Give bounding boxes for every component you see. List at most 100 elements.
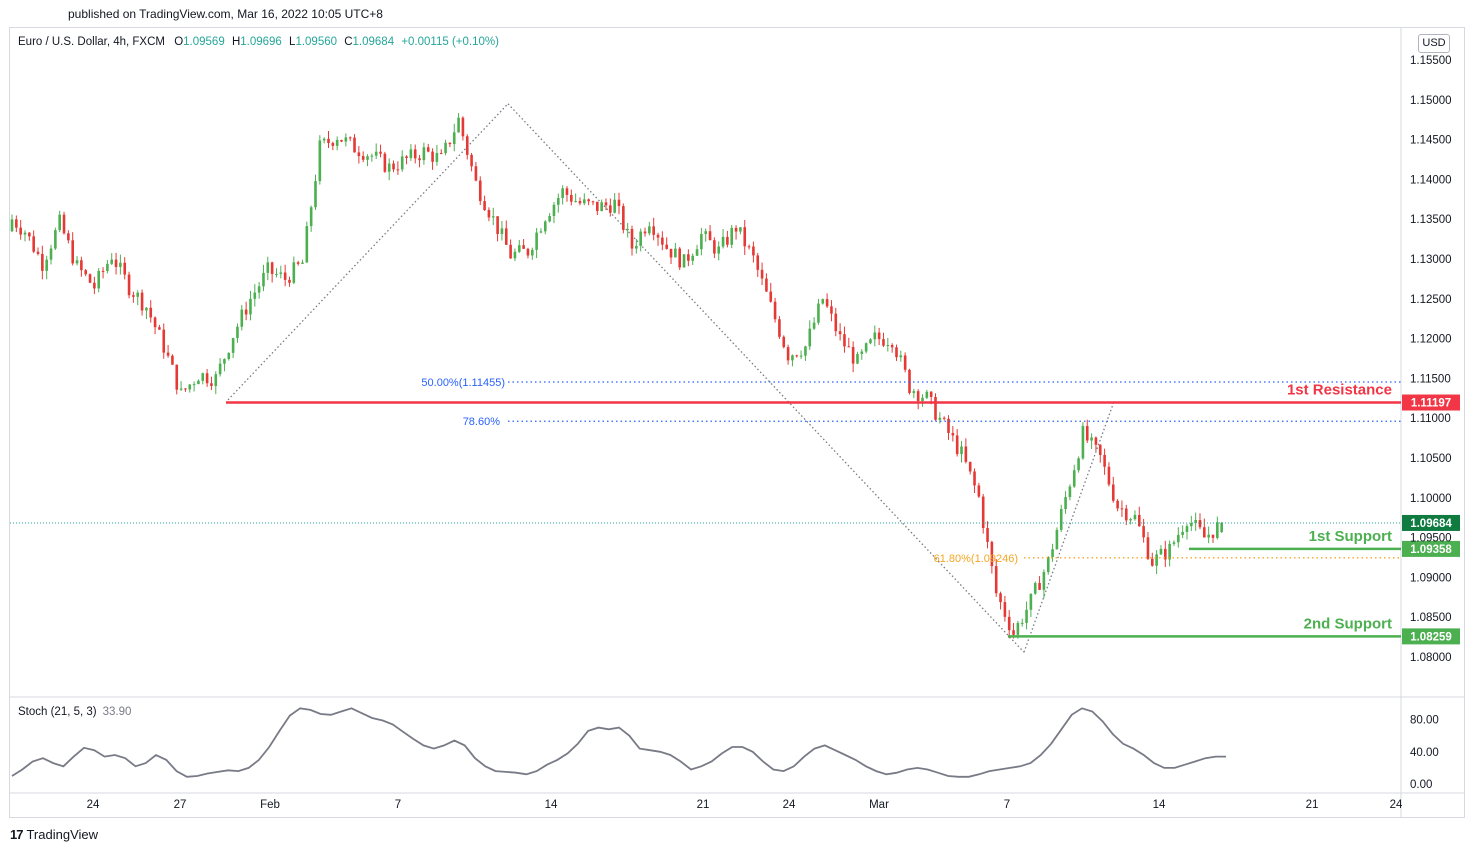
candle-body [1038, 583, 1041, 590]
candle-body [1185, 526, 1189, 532]
candle-body [327, 138, 330, 144]
candle-body [942, 417, 946, 419]
candle-body [782, 336, 786, 348]
candle-body [574, 200, 577, 202]
candle-body [838, 331, 842, 335]
time-tick-label: 27 [174, 799, 187, 811]
candle-body [591, 201, 595, 203]
candle-body [968, 461, 972, 472]
candle-body [600, 202, 603, 212]
tradingview-branding[interactable]: 17 TradingView [10, 827, 98, 842]
candle-body [1111, 484, 1115, 501]
candle-body [678, 248, 682, 268]
candle-body [422, 147, 426, 161]
stoch-name: Stoch (21, 5, 3) [18, 706, 97, 718]
candle-body [1163, 548, 1167, 560]
last-price-tag [1402, 514, 1460, 531]
candle-body [717, 246, 721, 254]
candle-body [444, 142, 447, 154]
time-tick-label: Mar [869, 799, 889, 811]
candle-body [700, 234, 703, 250]
candle-body [1064, 497, 1067, 510]
symbol-legend[interactable]: Euro / U.S. Dollar, 4h, FXCM O1.09569 H1… [18, 36, 499, 48]
candle-body [1177, 534, 1180, 543]
candle-body [687, 254, 690, 261]
candle-body [990, 541, 994, 567]
candle-body [1211, 534, 1215, 538]
chart-frame[interactable] [9, 27, 1465, 818]
candle-body [119, 262, 122, 268]
price-tick-label: 1.11500 [1410, 373, 1451, 385]
candle-body [539, 231, 543, 233]
candle-body [921, 397, 924, 402]
candle-body [613, 199, 616, 213]
candle-body [314, 181, 317, 208]
price-tick-label: 1.11000 [1410, 413, 1451, 425]
candle-body [227, 352, 231, 359]
candles [10, 112, 1223, 639]
currency-button[interactable]: USD [1418, 34, 1450, 53]
candle-body [1168, 543, 1171, 560]
candle-body [478, 180, 482, 202]
published-caption: published on TradingView.com, Mar 16, 20… [68, 7, 383, 21]
time-tick-label: 24 [1390, 799, 1403, 811]
price-tick-label: 1.13000 [1410, 254, 1452, 266]
candle-body [509, 244, 512, 259]
candle-body [535, 232, 538, 250]
candle-body [1051, 549, 1054, 557]
candle-body [288, 279, 291, 283]
candle-body [192, 384, 196, 386]
candle-body [739, 227, 742, 232]
candle-body [84, 270, 88, 275]
candle-body [890, 345, 894, 348]
candle-body [392, 163, 395, 170]
candle-body [561, 188, 564, 199]
candle-body [609, 205, 612, 213]
candle-body [448, 142, 452, 145]
time-tick-label: 24 [783, 799, 796, 811]
candle-body [986, 527, 989, 542]
candle-body [808, 328, 812, 347]
candle-body [1072, 470, 1076, 487]
candle-body [513, 251, 517, 259]
candle-body [1003, 602, 1007, 617]
candle-body [54, 230, 57, 249]
candle-body [1137, 514, 1141, 527]
candle-body [270, 262, 274, 274]
candle-body [635, 245, 638, 249]
candle-body [374, 151, 378, 156]
low-value: 1.09560 [295, 36, 338, 48]
candle-body [132, 295, 135, 297]
candle-body [1077, 458, 1080, 471]
candle-body [730, 227, 734, 245]
candle-body [1155, 554, 1158, 566]
candle-body [552, 204, 556, 217]
candle-body [1025, 609, 1028, 623]
candle-body [721, 236, 725, 247]
candle-body [1103, 454, 1106, 467]
change-value: +0.00115 (+0.10%) [401, 36, 499, 48]
candle-body [565, 188, 569, 195]
price-tick-label: 1.15500 [1410, 55, 1452, 67]
price-tick-label: 1.08000 [1410, 652, 1452, 664]
candle-body [340, 139, 343, 142]
candle-body [244, 309, 248, 315]
candle-body [912, 391, 916, 393]
candle-body [435, 153, 439, 162]
price-tick-label: 1.13500 [1410, 214, 1452, 226]
candle-body [652, 226, 655, 235]
candle-body [934, 396, 937, 420]
candle-body [795, 355, 799, 357]
candle-body [461, 117, 465, 137]
candle-body [743, 227, 747, 247]
candle-body [760, 269, 764, 279]
stoch-legend[interactable]: Stoch (21, 5, 3) 33.90 [18, 706, 131, 718]
candle-body [877, 332, 881, 340]
candle-body [470, 154, 473, 167]
candle-body [708, 231, 712, 241]
stoch-tick-label: 80.00 [1410, 715, 1439, 727]
candle-body [1124, 508, 1128, 521]
candle-body [201, 373, 205, 381]
candle-body [947, 418, 950, 433]
